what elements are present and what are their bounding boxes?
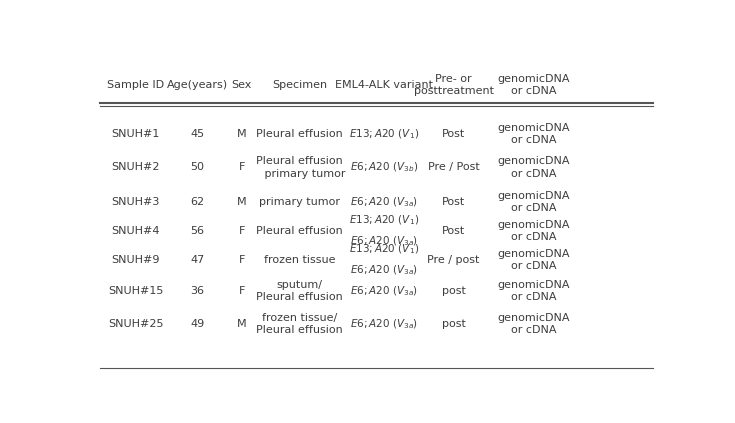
Text: Post: Post bbox=[442, 226, 465, 236]
Text: genomicDNA
or cDNA: genomicDNA or cDNA bbox=[497, 313, 570, 335]
Text: SNUH#1: SNUH#1 bbox=[112, 129, 160, 139]
Text: $E6;A20\ (V_{3b})$: $E6;A20\ (V_{3b})$ bbox=[350, 161, 418, 174]
Text: Pleural effusion: Pleural effusion bbox=[257, 226, 343, 236]
Text: M: M bbox=[237, 319, 246, 329]
Text: $E6;A20\ (V_{3a})$: $E6;A20\ (V_{3a})$ bbox=[350, 235, 418, 248]
Text: genomicDNA
or cDNA: genomicDNA or cDNA bbox=[497, 74, 570, 96]
Text: $E6;A20\ (V_{3a})$: $E6;A20\ (V_{3a})$ bbox=[350, 264, 418, 277]
Text: Sample ID: Sample ID bbox=[107, 80, 165, 90]
Text: post: post bbox=[442, 319, 465, 329]
Text: SNUH#15: SNUH#15 bbox=[108, 286, 163, 296]
Text: Pre / Post: Pre / Post bbox=[428, 162, 479, 172]
Text: Pre- or
posttreatment: Pre- or posttreatment bbox=[414, 74, 494, 96]
Text: frozen tissue: frozen tissue bbox=[264, 255, 336, 265]
Text: genomicDNA
or cDNA: genomicDNA or cDNA bbox=[497, 280, 570, 302]
Text: SNUH#4: SNUH#4 bbox=[112, 226, 160, 236]
Text: $E6;A20\ (V_{3a})$: $E6;A20\ (V_{3a})$ bbox=[350, 284, 418, 298]
Text: SNUH#3: SNUH#3 bbox=[112, 197, 160, 207]
Text: Sex: Sex bbox=[232, 80, 252, 90]
Text: $E6;A20\ (V_{3a})$: $E6;A20\ (V_{3a})$ bbox=[350, 195, 418, 209]
Text: genomicDNA
or cDNA: genomicDNA or cDNA bbox=[497, 123, 570, 145]
Text: 45: 45 bbox=[190, 129, 204, 139]
Text: genomicDNA
or cDNA: genomicDNA or cDNA bbox=[497, 249, 570, 271]
Text: Pre / post: Pre / post bbox=[427, 255, 480, 265]
Text: EML4-ALK variant: EML4-ALK variant bbox=[335, 80, 433, 90]
Text: $E13;A20\ (V_1)$: $E13;A20\ (V_1)$ bbox=[349, 213, 419, 227]
Text: primary tumor: primary tumor bbox=[259, 197, 340, 207]
Text: genomicDNA
or cDNA: genomicDNA or cDNA bbox=[497, 220, 570, 242]
Text: Specimen: Specimen bbox=[272, 80, 327, 90]
Text: sputum/
Pleural effusion: sputum/ Pleural effusion bbox=[257, 280, 343, 302]
Text: 56: 56 bbox=[190, 226, 204, 236]
Text: Age(years): Age(years) bbox=[167, 80, 228, 90]
Text: F: F bbox=[238, 226, 245, 236]
Text: 47: 47 bbox=[190, 255, 204, 265]
Text: SNUH#25: SNUH#25 bbox=[108, 319, 163, 329]
Text: F: F bbox=[238, 286, 245, 296]
Text: Pleural effusion: Pleural effusion bbox=[257, 129, 343, 139]
Text: genomicDNA
or cDNA: genomicDNA or cDNA bbox=[497, 156, 570, 179]
Text: M: M bbox=[237, 129, 246, 139]
Text: $E13;A20\ (V_1)$: $E13;A20\ (V_1)$ bbox=[349, 242, 419, 256]
Text: 62: 62 bbox=[190, 197, 204, 207]
Text: F: F bbox=[238, 255, 245, 265]
Text: SNUH#9: SNUH#9 bbox=[112, 255, 160, 265]
Text: M: M bbox=[237, 197, 246, 207]
Text: post: post bbox=[442, 286, 465, 296]
Text: SNUH#2: SNUH#2 bbox=[112, 162, 160, 172]
Text: $E6;A20\ (V_{3a})$: $E6;A20\ (V_{3a})$ bbox=[350, 317, 418, 330]
Text: F: F bbox=[238, 162, 245, 172]
Text: Post: Post bbox=[442, 129, 465, 139]
Text: 36: 36 bbox=[190, 286, 204, 296]
Text: genomicDNA
or cDNA: genomicDNA or cDNA bbox=[497, 191, 570, 214]
Text: 49: 49 bbox=[190, 319, 204, 329]
Text: 50: 50 bbox=[190, 162, 204, 172]
Text: Pleural effusion
   primary tumor: Pleural effusion primary tumor bbox=[254, 156, 345, 179]
Text: $E13;A20\ (V_1)$: $E13;A20\ (V_1)$ bbox=[349, 127, 419, 140]
Text: Post: Post bbox=[442, 197, 465, 207]
Text: frozen tissue/
Pleural effusion: frozen tissue/ Pleural effusion bbox=[257, 313, 343, 335]
